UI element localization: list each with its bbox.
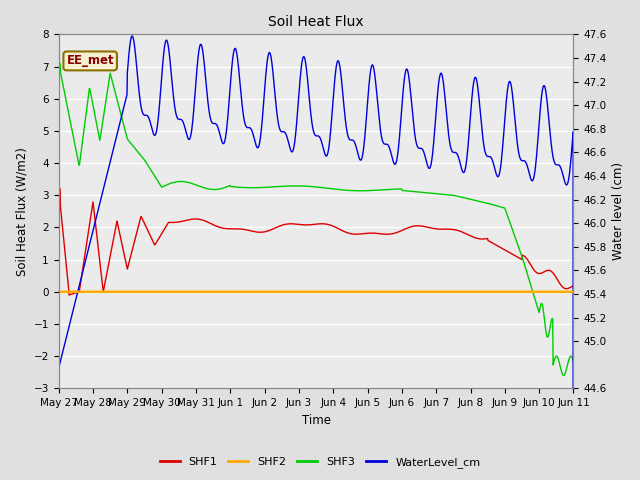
SHF1 <box>463 231 471 237</box>
Y-axis label: Water level (cm): Water level (cm) <box>612 162 625 260</box>
Title: Soil Heat Flux: Soil Heat Flux <box>268 15 364 29</box>
SHF3 <box>508 226 516 232</box>
SHF2 <box>463 289 470 295</box>
WaterLevel_cm <box>170 94 177 100</box>
Line: SHF1: SHF1 <box>59 189 573 295</box>
SHF1 <box>157 232 165 238</box>
WaterLevel_cm <box>509 93 516 99</box>
Y-axis label: Soil Heat Flux (W/m2): Soil Heat Flux (W/m2) <box>15 147 28 276</box>
SHF1 <box>509 252 516 257</box>
SHF1 <box>570 283 577 288</box>
SHF3 <box>570 359 577 365</box>
SHF3 <box>55 60 63 66</box>
SHF1 <box>227 226 235 232</box>
SHF3 <box>157 183 164 189</box>
WaterLevel_cm <box>55 365 63 371</box>
WaterLevel_cm <box>227 72 235 78</box>
WaterLevel_cm <box>396 129 404 134</box>
SHF3 <box>396 186 403 192</box>
SHF3 <box>463 195 470 201</box>
Legend: SHF1, SHF2, SHF3, WaterLevel_cm: SHF1, SHF2, SHF3, WaterLevel_cm <box>155 452 485 472</box>
SHF3 <box>560 372 568 378</box>
SHF3 <box>170 180 177 185</box>
Line: SHF3: SHF3 <box>59 63 573 375</box>
SHF2 <box>396 289 403 295</box>
WaterLevel_cm <box>157 83 165 89</box>
SHF1 <box>396 228 404 234</box>
X-axis label: Time: Time <box>301 414 331 427</box>
SHF3 <box>227 184 235 190</box>
SHF2 <box>170 289 177 295</box>
SHF1 <box>65 292 73 298</box>
WaterLevel_cm <box>463 152 471 158</box>
SHF2 <box>157 289 164 295</box>
WaterLevel_cm <box>128 33 136 39</box>
SHF2 <box>227 289 235 295</box>
SHF1 <box>170 219 177 225</box>
SHF2 <box>55 289 63 295</box>
SHF2 <box>508 289 516 295</box>
SHF2 <box>570 289 577 295</box>
Line: WaterLevel_cm: WaterLevel_cm <box>59 36 573 480</box>
SHF1 <box>55 186 63 192</box>
Text: EE_met: EE_met <box>67 54 114 67</box>
